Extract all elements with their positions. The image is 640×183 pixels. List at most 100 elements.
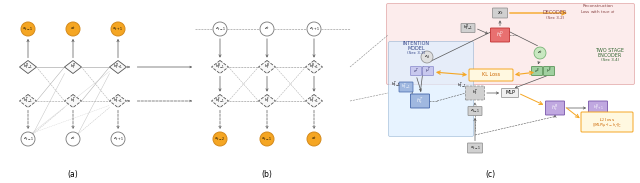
Text: $h^T_{t+1}$: $h^T_{t+1}$: [113, 96, 123, 106]
Text: $h^T_{t-1}$: $h^T_{t-1}$: [23, 96, 33, 106]
Text: $L_2$ loss: $L_2$ loss: [599, 116, 615, 124]
Text: Reconstruction
Loss with true $x_t$: Reconstruction Loss with true $x_t$: [580, 4, 616, 16]
Text: $z_{t-1}$: $z_{t-1}$: [214, 25, 225, 33]
Text: $h^D_{t+1}$: $h^D_{t+1}$: [113, 62, 123, 72]
Text: $h^B_{t-1}$: $h^B_{t-1}$: [215, 62, 225, 72]
FancyBboxPatch shape: [468, 107, 482, 115]
FancyBboxPatch shape: [410, 66, 422, 76]
FancyBboxPatch shape: [502, 89, 518, 98]
Polygon shape: [211, 61, 228, 74]
FancyBboxPatch shape: [388, 42, 474, 137]
Text: $h^T_{t-1}$: $h^T_{t-1}$: [401, 82, 411, 92]
FancyBboxPatch shape: [467, 143, 483, 153]
Text: $h^T_t$: $h^T_t$: [472, 88, 479, 98]
FancyBboxPatch shape: [490, 28, 509, 42]
Text: $h^D_{t-1}$: $h^D_{t-1}$: [463, 23, 473, 33]
Circle shape: [111, 132, 125, 146]
FancyBboxPatch shape: [493, 8, 508, 18]
Text: $h^F_{t+1}$: $h^F_{t+1}$: [309, 96, 319, 106]
Text: $x_{t-2}$: $x_{t-2}$: [214, 135, 226, 143]
Circle shape: [66, 132, 80, 146]
FancyBboxPatch shape: [589, 101, 607, 115]
Text: TWO STAGE
ENCODER: TWO STAGE ENCODER: [595, 48, 625, 58]
FancyBboxPatch shape: [387, 3, 634, 85]
Text: (b): (b): [262, 171, 273, 180]
Circle shape: [260, 132, 274, 146]
Text: $x_{t+1}$: $x_{t+1}$: [113, 25, 124, 33]
Polygon shape: [19, 94, 36, 107]
Text: $z_d$: $z_d$: [424, 53, 430, 61]
Circle shape: [421, 51, 433, 63]
Text: (Sec 3.3): (Sec 3.3): [407, 51, 425, 55]
FancyBboxPatch shape: [461, 23, 475, 33]
Circle shape: [111, 22, 125, 36]
Text: $z_{t+1}$: $z_{t+1}$: [113, 135, 124, 143]
Text: INTENTION
MODEL: INTENTION MODEL: [403, 41, 429, 51]
Circle shape: [21, 22, 35, 36]
FancyBboxPatch shape: [399, 82, 413, 92]
Text: $\mu^E$: $\mu^E$: [546, 66, 552, 76]
Text: $e^T$: $e^T$: [413, 66, 419, 76]
FancyBboxPatch shape: [581, 112, 633, 132]
FancyBboxPatch shape: [465, 86, 484, 100]
Text: $x_t$: $x_t$: [70, 26, 76, 32]
Polygon shape: [65, 94, 81, 107]
Polygon shape: [109, 61, 127, 74]
Text: $z_t$: $z_t$: [537, 50, 543, 56]
FancyBboxPatch shape: [422, 66, 433, 76]
Text: $z_{t-1}$: $z_{t-1}$: [22, 135, 33, 143]
Text: (a): (a): [68, 171, 78, 180]
Text: $h^R_{t+1}$: $h^R_{t+1}$: [593, 103, 604, 113]
Text: $h^D_t$: $h^D_t$: [496, 30, 504, 40]
Polygon shape: [65, 61, 81, 74]
Text: (c): (c): [485, 171, 495, 180]
Text: $x_{t-1}$: $x_{t-1}$: [261, 135, 273, 143]
Polygon shape: [211, 94, 228, 107]
Polygon shape: [259, 61, 275, 74]
Circle shape: [534, 47, 546, 59]
Circle shape: [307, 22, 321, 36]
FancyBboxPatch shape: [545, 101, 564, 115]
Text: $h^F_{t-1}$: $h^F_{t-1}$: [215, 96, 225, 106]
Text: $\mu^T$: $\mu^T$: [424, 66, 431, 76]
Text: (Sec 3.2): (Sec 3.2): [546, 16, 564, 20]
Text: KL Loss: KL Loss: [482, 72, 500, 77]
Text: $e^E$: $e^E$: [534, 66, 540, 76]
Text: $h^T_t$: $h^T_t$: [70, 96, 76, 106]
Text: $x_{t-1}$: $x_{t-1}$: [22, 25, 34, 33]
Text: $h^T_t$: $h^T_t$: [416, 96, 424, 106]
Text: $z_t$: $z_t$: [264, 26, 270, 32]
Text: $h^B_{t+1}$: $h^B_{t+1}$: [309, 62, 319, 72]
FancyBboxPatch shape: [531, 66, 543, 76]
Text: $x_t$: $x_t$: [311, 136, 317, 142]
Text: $z_{t-1}$: $z_{t-1}$: [470, 107, 480, 115]
Circle shape: [213, 132, 227, 146]
Text: $x_t$: $x_t$: [497, 9, 503, 17]
Text: $h^F_t$: $h^F_t$: [264, 96, 270, 106]
FancyBboxPatch shape: [469, 69, 513, 81]
Polygon shape: [109, 94, 127, 107]
Circle shape: [307, 132, 321, 146]
FancyBboxPatch shape: [410, 94, 429, 108]
Polygon shape: [305, 94, 323, 107]
Text: $z_{t+1}$: $z_{t+1}$: [308, 25, 319, 33]
Polygon shape: [19, 61, 36, 74]
Text: $z_t$: $z_t$: [70, 136, 76, 142]
Text: DECODER: DECODER: [543, 10, 567, 16]
FancyBboxPatch shape: [543, 66, 554, 76]
Text: $h^D_t$: $h^D_t$: [70, 62, 76, 72]
Text: $h^R_t$: $h^R_t$: [551, 103, 559, 113]
Text: $h^B_t$: $h^B_t$: [264, 62, 270, 72]
Text: $||MLP(\mu^E)-h^k_t||^2_2$: $||MLP(\mu^E)-h^k_t||^2_2$: [592, 122, 622, 130]
Circle shape: [260, 22, 274, 36]
Text: $h^T_{t-1}$: $h^T_{t-1}$: [391, 80, 401, 90]
Circle shape: [213, 22, 227, 36]
Text: $h^T_{t-1}$: $h^T_{t-1}$: [457, 81, 467, 91]
Circle shape: [66, 22, 80, 36]
Text: $h^D_{t-1}$: $h^D_{t-1}$: [23, 62, 33, 72]
Text: $x_{t-1}$: $x_{t-1}$: [470, 144, 481, 152]
Polygon shape: [259, 94, 275, 107]
Circle shape: [21, 132, 35, 146]
Text: (Sec 3.4): (Sec 3.4): [601, 58, 619, 62]
Polygon shape: [305, 61, 323, 74]
